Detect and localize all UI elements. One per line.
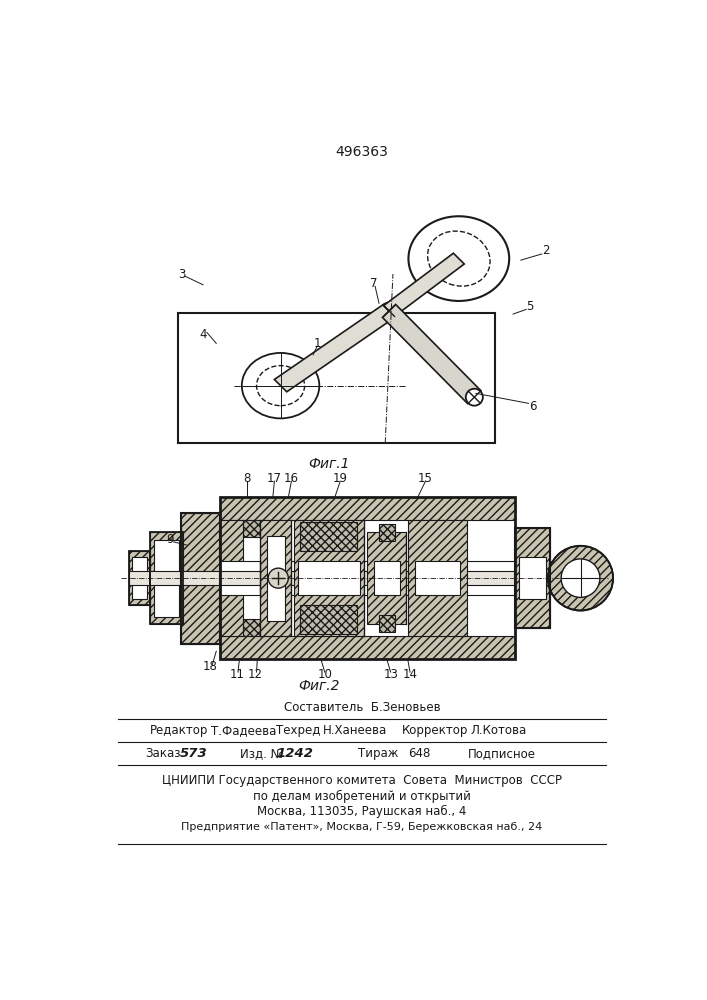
Text: 1242: 1242	[276, 747, 314, 760]
Bar	[379, 524, 395, 541]
Text: 16: 16	[284, 472, 299, 485]
Text: Т.Фадеева: Т.Фадеева	[211, 724, 276, 737]
Text: Техред: Техред	[276, 724, 321, 737]
Bar	[182, 513, 220, 644]
Text: 10: 10	[317, 668, 332, 681]
Bar	[267, 536, 285, 620]
Bar	[154, 540, 179, 617]
Text: 4: 4	[199, 328, 207, 341]
Polygon shape	[274, 305, 395, 392]
Bar	[220, 497, 515, 659]
Bar	[515, 528, 549, 628]
Text: 496363: 496363	[336, 145, 388, 159]
Bar	[409, 520, 467, 636]
Circle shape	[466, 389, 483, 406]
Bar	[300, 605, 357, 634]
Bar	[260, 520, 291, 636]
Bar	[220, 636, 515, 659]
Bar	[368, 532, 406, 624]
Text: 8: 8	[244, 472, 251, 485]
Text: Фиг.1: Фиг.1	[308, 457, 349, 471]
Text: Изд. №: Изд. №	[240, 747, 282, 760]
Bar	[379, 615, 395, 632]
Text: 12: 12	[247, 668, 262, 681]
Text: 17: 17	[267, 472, 282, 485]
Text: Подписное: Подписное	[468, 747, 536, 760]
Bar	[373, 561, 400, 595]
Bar	[243, 619, 260, 636]
Text: 15: 15	[418, 472, 433, 485]
Bar	[182, 513, 220, 644]
Bar	[515, 528, 549, 628]
Bar	[151, 532, 183, 624]
Text: 2: 2	[542, 244, 549, 257]
Circle shape	[548, 546, 613, 610]
Bar	[414, 561, 460, 595]
Bar	[129, 571, 554, 585]
Text: Н.Ханеева: Н.Ханеева	[323, 724, 387, 737]
Bar	[220, 520, 243, 636]
Polygon shape	[382, 304, 481, 404]
Text: 19: 19	[333, 472, 348, 485]
Text: 13: 13	[383, 668, 398, 681]
Bar	[220, 561, 515, 595]
Bar	[151, 532, 183, 624]
Text: 14: 14	[402, 668, 418, 681]
Text: ЦНИИПИ Государственного комитета  Совета  Министров  СССР: ЦНИИПИ Государственного комитета Совета …	[162, 774, 562, 787]
Text: 573: 573	[180, 747, 208, 760]
Circle shape	[561, 559, 600, 597]
Text: Составитель  Б.Зеновьев: Составитель Б.Зеновьев	[284, 701, 440, 714]
Text: Москва, 113035, Раушская наб., 4: Москва, 113035, Раушская наб., 4	[257, 805, 467, 818]
Bar	[220, 497, 515, 520]
Text: 11: 11	[230, 668, 245, 681]
Text: 648: 648	[409, 747, 431, 760]
Bar	[300, 522, 357, 551]
Text: Заказ: Заказ	[145, 747, 180, 760]
Text: 9: 9	[166, 533, 173, 546]
Bar	[518, 557, 546, 599]
Text: Предприятие «Патент», Москва, Г-59, Бережковская наб., 24: Предприятие «Патент», Москва, Г-59, Бере…	[181, 822, 542, 832]
Text: 5: 5	[527, 300, 534, 313]
Polygon shape	[549, 559, 569, 597]
Text: Редактор: Редактор	[150, 724, 209, 737]
Bar	[298, 561, 360, 595]
Bar	[129, 551, 151, 605]
Bar	[129, 551, 151, 605]
Text: Л.Котова: Л.Котова	[470, 724, 527, 737]
Circle shape	[380, 302, 397, 319]
Bar	[132, 557, 147, 599]
Text: 3: 3	[177, 267, 185, 280]
Text: Корректор: Корректор	[402, 724, 468, 737]
Bar	[243, 520, 260, 537]
Bar	[293, 520, 363, 636]
Text: Фиг.2: Фиг.2	[298, 679, 340, 693]
Bar	[177, 312, 495, 443]
Polygon shape	[384, 253, 464, 316]
Circle shape	[268, 568, 288, 588]
Text: Тираж: Тираж	[358, 747, 399, 760]
Text: 6: 6	[529, 400, 536, 413]
Text: 1: 1	[313, 337, 321, 350]
Text: по делам изобретений и открытий: по делам изобретений и открытий	[253, 790, 471, 803]
Text: 7: 7	[370, 277, 378, 290]
Text: 18: 18	[203, 660, 218, 673]
